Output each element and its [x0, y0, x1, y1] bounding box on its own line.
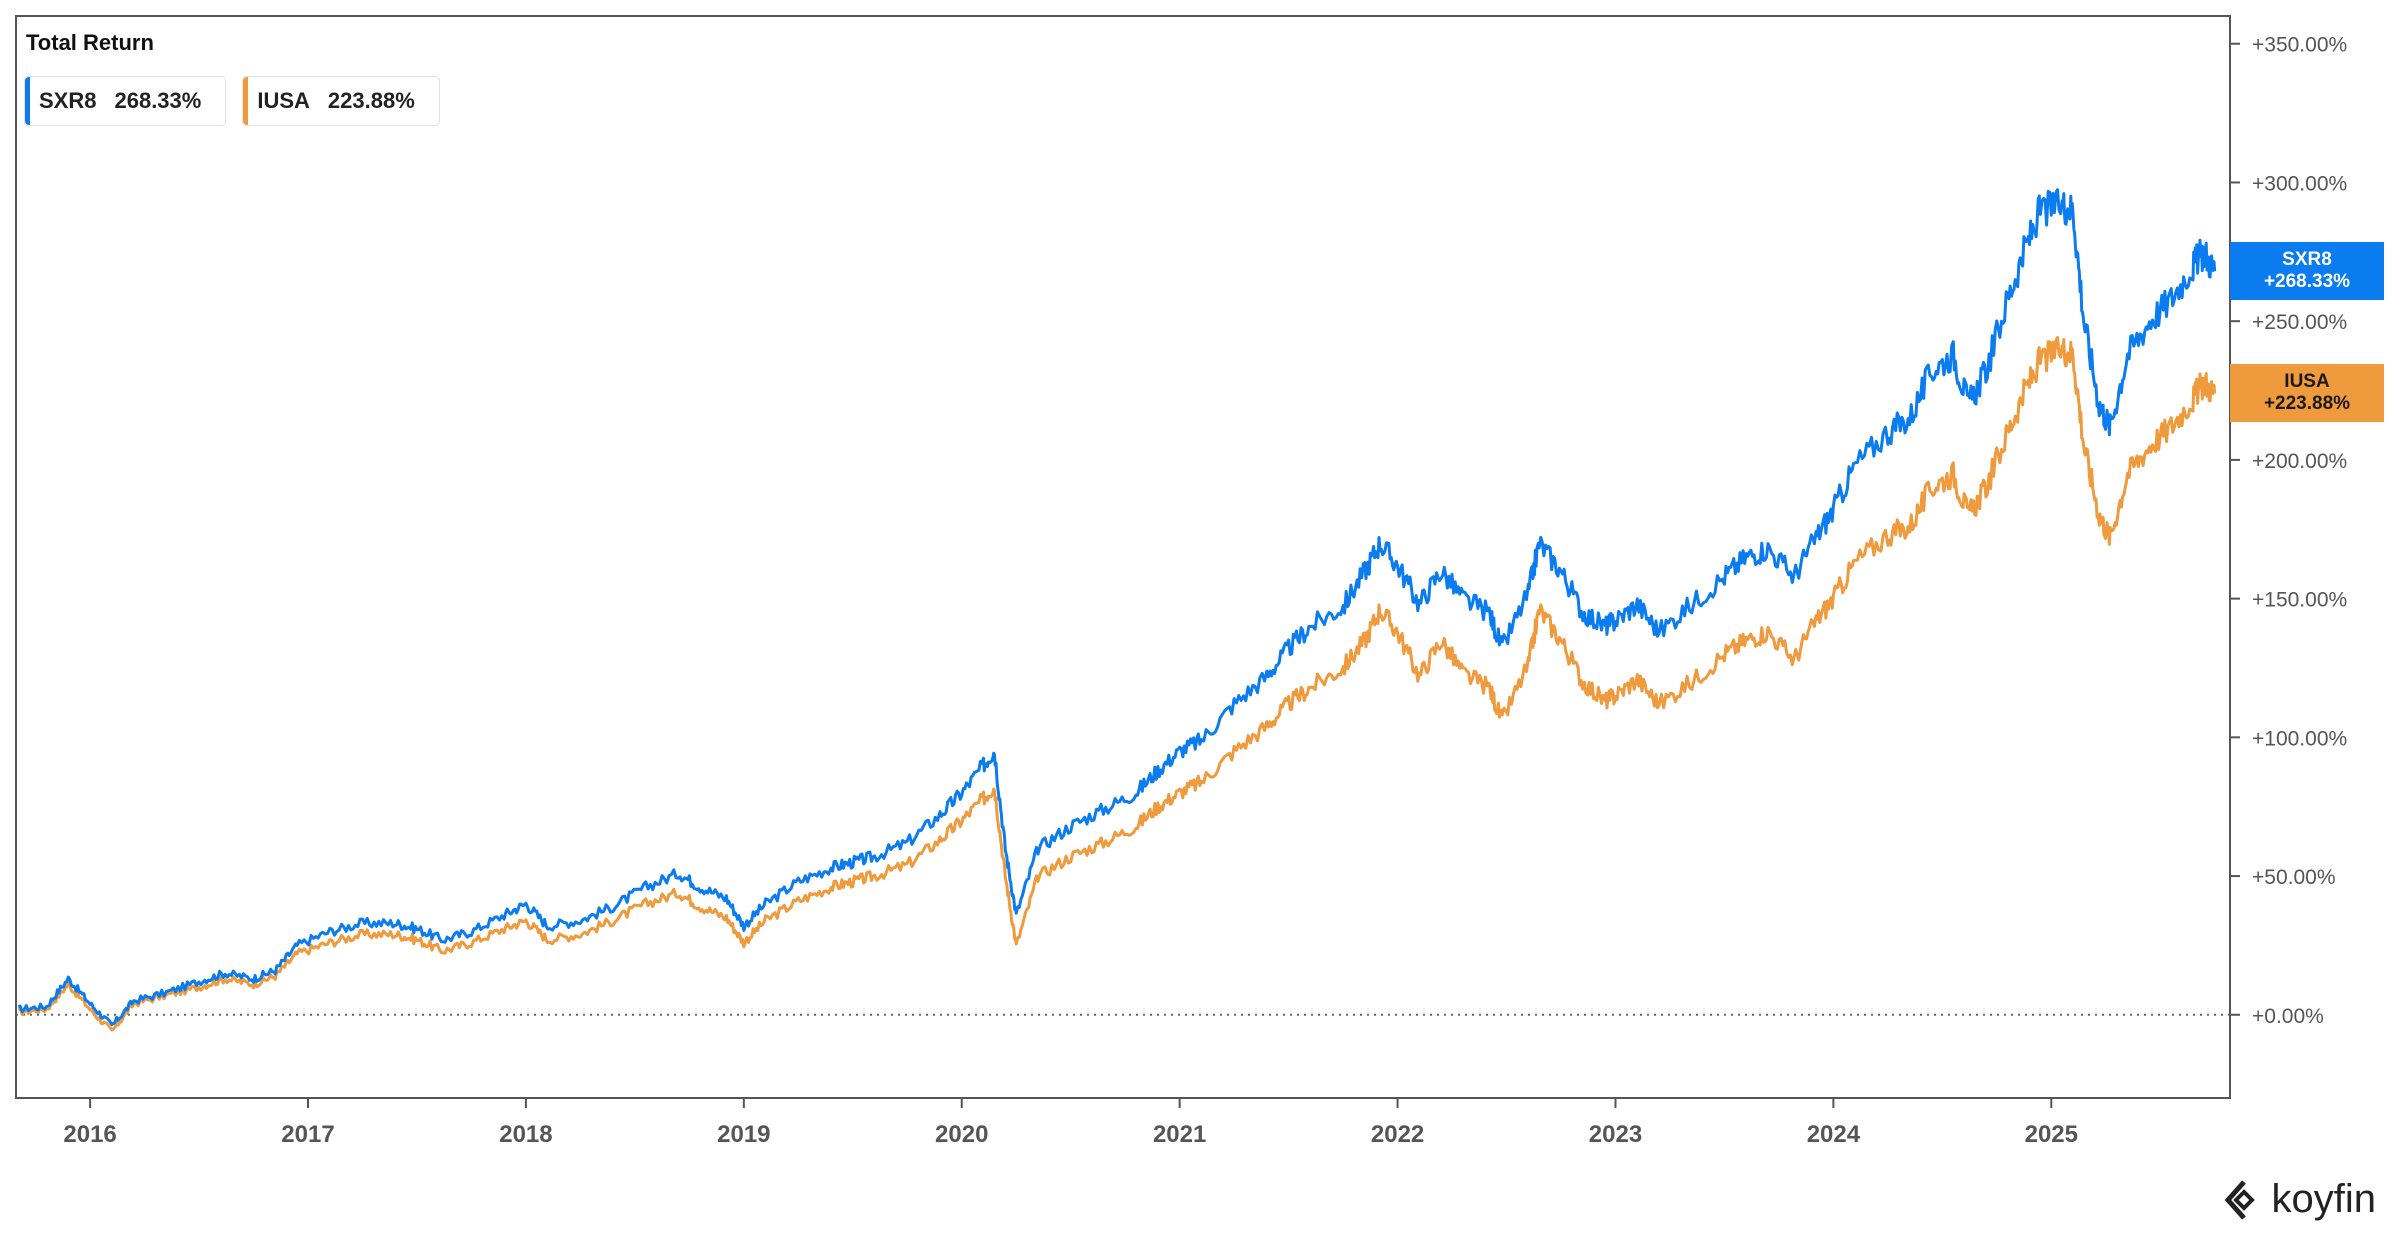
legend: SXR8 268.33% IUSA 223.88%	[24, 76, 440, 126]
last-value-tag-sxr8: SXR8 +268.33%	[2230, 242, 2384, 301]
legend-ticker-iusa: IUSA	[257, 88, 310, 113]
y-tick-label: +50.00%	[2252, 866, 2336, 889]
legend-ticker-sxr8: SXR8	[39, 88, 97, 113]
chart-title: Total Return	[26, 30, 154, 55]
y-tick-label: +150.00%	[2252, 589, 2347, 612]
series-group	[17, 188, 2217, 1032]
y-tick-label: +200.00%	[2252, 450, 2347, 473]
x-tick-label: 2025	[2025, 1121, 2078, 1148]
brand-name: koyfin	[2271, 1177, 2377, 1221]
last-value-tag-iusa: IUSA +223.88%	[2230, 364, 2384, 423]
y-tick-label: +100.00%	[2252, 727, 2347, 750]
x-tick-label: 2019	[717, 1121, 770, 1148]
legend-value-sxr8: 268.33%	[114, 88, 202, 113]
x-axis: 2016 2017 2018 2019 2020 2021 2022 2023 2024 2025	[63, 1098, 2078, 1148]
x-tick-label: 2016	[63, 1121, 116, 1148]
x-tick-label: 2020	[935, 1121, 988, 1148]
legend-item-sxr8[interactable]: SXR8 268.33%	[24, 76, 227, 126]
x-tick-label: 2022	[1371, 1121, 1424, 1148]
brand-logo[interactable]: koyfin	[2222, 1177, 2377, 1222]
x-tick-label: 2018	[499, 1121, 552, 1148]
tag-ticker-sxr8: SXR8	[2282, 249, 2332, 271]
tag-ticker-iusa: IUSA	[2284, 371, 2330, 393]
plot-frame	[15, 15, 2231, 1099]
x-tick-label: 2023	[1589, 1121, 1642, 1148]
x-tick-label: 2024	[1807, 1121, 1861, 1148]
legend-swatch-sxr8	[25, 77, 30, 125]
y-axis: +0.00% +50.00% +100.00% +150.00% +200.00% +25…	[2230, 34, 2347, 1028]
x-tick-label: 2017	[281, 1121, 334, 1148]
koyfin-logo-icon	[2224, 1179, 2255, 1220]
tag-value-iusa: +223.88%	[2263, 393, 2351, 415]
y-tick-label: +350.00%	[2252, 34, 2347, 57]
y-tick-label: +250.00%	[2252, 311, 2347, 334]
legend-value-iusa: 223.88%	[327, 88, 415, 113]
legend-item-iusa[interactable]: IUSA 223.88%	[242, 76, 440, 126]
series-line-sxr8	[17, 188, 2217, 1026]
tag-value-sxr8: +268.33%	[2263, 271, 2351, 293]
legend-swatch-iusa	[243, 77, 249, 125]
y-tick-label: +0.00%	[2252, 1005, 2324, 1028]
x-tick-label: 2021	[1153, 1121, 1206, 1148]
series-line-iusa	[17, 336, 2217, 1032]
y-tick-label: +300.00%	[2252, 172, 2347, 195]
